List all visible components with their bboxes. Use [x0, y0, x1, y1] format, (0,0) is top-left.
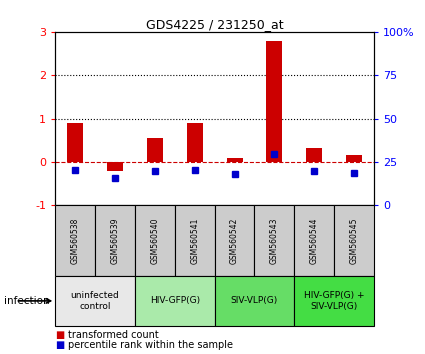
Text: HIV-GFP(G): HIV-GFP(G)	[150, 296, 200, 306]
Bar	[95, 205, 135, 276]
Text: GSM560545: GSM560545	[350, 217, 359, 264]
Bar	[294, 205, 334, 276]
Text: percentile rank within the sample: percentile rank within the sample	[68, 340, 233, 350]
Text: infection: infection	[4, 296, 50, 306]
Bar	[294, 276, 374, 326]
Title: GDS4225 / 231250_at: GDS4225 / 231250_at	[146, 18, 283, 31]
Text: GSM560538: GSM560538	[71, 217, 79, 264]
Bar	[266, 41, 282, 162]
Text: GSM560539: GSM560539	[110, 217, 119, 264]
Bar	[255, 205, 294, 276]
Text: transformed count: transformed count	[68, 330, 159, 339]
Bar	[215, 205, 255, 276]
Text: GSM560541: GSM560541	[190, 217, 199, 264]
Bar	[346, 155, 362, 162]
Text: HIV-GFP(G) +
SIV-VLP(G): HIV-GFP(G) + SIV-VLP(G)	[304, 291, 364, 310]
Bar	[55, 276, 135, 326]
Bar	[107, 162, 123, 171]
Bar	[67, 123, 83, 162]
Bar	[306, 148, 322, 162]
Bar	[334, 205, 374, 276]
Bar	[135, 205, 175, 276]
Text: GSM560543: GSM560543	[270, 217, 279, 264]
Bar	[227, 158, 243, 162]
Text: GSM560540: GSM560540	[150, 217, 159, 264]
Text: ■: ■	[55, 330, 65, 339]
Text: GSM560544: GSM560544	[310, 217, 319, 264]
Bar	[215, 276, 294, 326]
Text: GSM560542: GSM560542	[230, 217, 239, 264]
Text: SIV-VLP(G): SIV-VLP(G)	[231, 296, 278, 306]
Bar	[175, 205, 215, 276]
Text: ■: ■	[55, 340, 65, 350]
Bar	[135, 276, 215, 326]
Text: uninfected
control: uninfected control	[71, 291, 119, 310]
Bar	[147, 138, 163, 162]
Bar	[55, 205, 95, 276]
Bar	[187, 123, 203, 162]
